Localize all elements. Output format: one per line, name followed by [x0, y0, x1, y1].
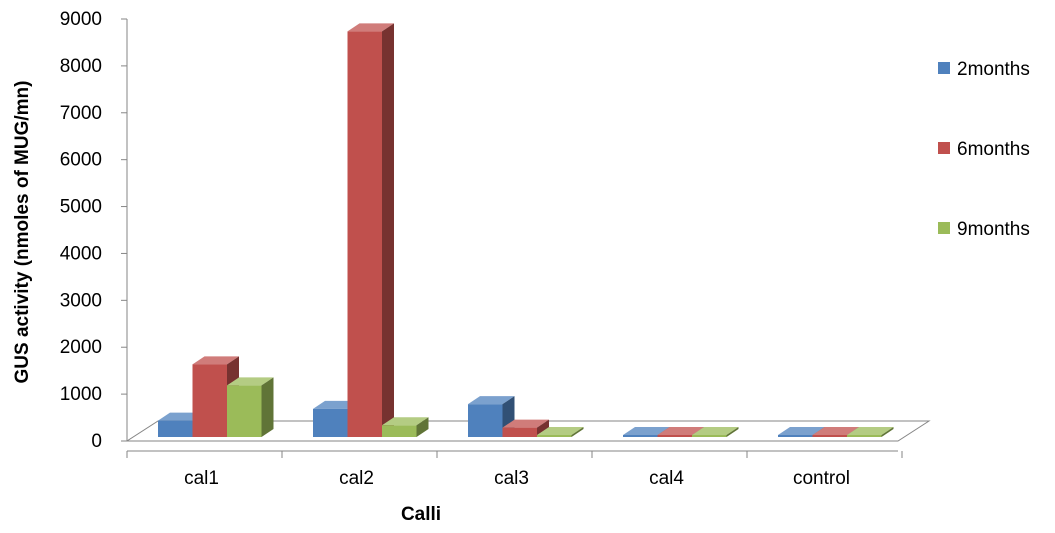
bar-side-face — [726, 427, 739, 437]
x-axis-title: Calli — [401, 504, 441, 525]
y-tick-label: 2000 — [60, 337, 102, 358]
bar-top-face — [692, 427, 739, 435]
legend-label: 6months — [957, 139, 1030, 160]
chart-floor — [125, 420, 931, 442]
bar-front-face — [347, 31, 382, 438]
bar-front-face — [227, 385, 262, 437]
bar-top-face — [623, 427, 670, 435]
bar-top-face — [657, 427, 704, 435]
legend: 2months 6months 9months — [938, 59, 1030, 240]
legend-swatch — [938, 62, 950, 74]
bar-front-face — [313, 408, 348, 437]
x-axis: cal1 cal2 cal3 cal4 control — [126, 450, 903, 489]
bar — [692, 427, 739, 437]
bar — [382, 417, 429, 437]
x-tick-label: cal1 — [184, 468, 219, 489]
bar-front-face — [657, 435, 692, 437]
y-tick-label: 0 — [91, 431, 102, 452]
bar-top-face — [382, 417, 429, 426]
bar-top-face — [227, 377, 274, 386]
bar-top-face — [502, 419, 549, 428]
bar — [347, 23, 394, 438]
y-tick-label: 8000 — [60, 56, 102, 77]
bar-top-face — [192, 356, 239, 365]
bar-top-face — [468, 396, 515, 405]
bar-top-face — [537, 427, 584, 435]
y-axis-title: GUS activity (nmoles of MUG/mn) — [12, 81, 33, 384]
bar-front-face — [382, 425, 417, 437]
legend-swatch — [938, 222, 950, 234]
bar-front-face — [502, 427, 537, 437]
bar — [847, 427, 894, 437]
bars — [158, 23, 894, 438]
bar-top-face — [847, 427, 894, 435]
bar-side-face — [416, 417, 429, 437]
bar-side-face — [382, 23, 394, 438]
bar-front-face — [812, 435, 847, 437]
y-tick-label: 5000 — [60, 197, 102, 218]
bar — [502, 419, 549, 437]
floor-plane — [125, 420, 931, 442]
y-tick-label: 6000 — [60, 150, 102, 171]
bar-front-face — [778, 435, 813, 437]
legend-label: 2months — [957, 59, 1030, 80]
bar-front-face — [537, 435, 572, 437]
y-tick-label: 1000 — [60, 384, 102, 405]
bar-side-face — [261, 377, 274, 437]
bar-front-face — [468, 404, 503, 437]
legend-swatch — [938, 142, 950, 154]
y-tick-label: 3000 — [60, 290, 102, 311]
x-tick-label: cal4 — [649, 468, 684, 489]
y-tick-label: 7000 — [60, 103, 102, 124]
bar-front-face — [192, 364, 227, 437]
x-tick-label: control — [793, 468, 850, 489]
legend-item: 9months — [938, 219, 1030, 240]
bar-front-face — [692, 435, 727, 437]
y-axis: 0 1000 2000 3000 4000 5000 6000 7000 8000 9000 — [60, 9, 128, 452]
legend-label: 9months — [957, 219, 1030, 240]
bar-top-face — [812, 427, 859, 435]
bar-side-face — [537, 419, 549, 437]
x-tick-label: cal3 — [494, 468, 529, 489]
y-tick-label: 4000 — [60, 243, 102, 264]
bar-top-face — [778, 427, 825, 435]
bar-top-face — [347, 23, 394, 32]
bar-front-face — [847, 435, 882, 437]
legend-item: 2months — [938, 59, 1030, 80]
x-tick-label: cal2 — [339, 468, 374, 489]
bar-front-face — [158, 420, 193, 437]
y-tick-label: 9000 — [60, 9, 102, 30]
bar-front-face — [623, 435, 658, 437]
bar-side-face — [571, 427, 584, 437]
bar — [537, 427, 584, 437]
bar-side-face — [881, 427, 894, 437]
bar — [227, 377, 274, 437]
legend-item: 6months — [938, 139, 1030, 160]
